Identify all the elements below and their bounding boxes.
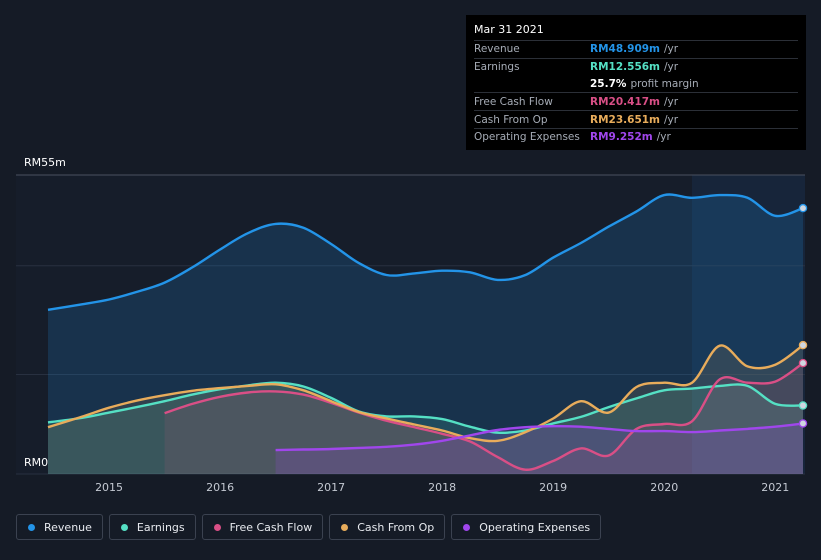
cash-from-op-end-marker [798,340,808,350]
tooltip-row: Cash From Op RM23.651m/yr [474,110,798,128]
x-tick-label: 2017 [317,481,345,494]
tooltip-row-label: Cash From Op [474,113,548,126]
x-tick-label: 2019 [539,481,567,494]
tooltip-row-unit: /yr [656,131,671,144]
tooltip-date: Mar 31 2021 [474,23,544,36]
legend-label: Free Cash Flow [229,520,313,534]
cash-from-op-area [48,345,803,474]
tooltip-row: Operating Expenses RM9.252m/yr [474,127,798,146]
tooltip-row: Revenue RM48.909m/yr [474,40,798,58]
legend-label: Cash From Op [357,520,435,534]
tooltip-row-value: RM48.909m [590,43,660,56]
free-cash-flow-end-marker [798,358,808,368]
legend-dot-icon [463,523,471,531]
legend: Revenue Earnings Free Cash Flow Cash From O… [16,514,602,540]
legend-item-operating-expenses[interactable]: Operating Expenses [451,514,602,540]
tooltip-row-label: Operating Expenses [474,131,580,144]
tooltip-row-value: RM12.556m [590,61,660,74]
legend-dot-icon [120,523,128,531]
x-tick-label: 2020 [650,481,678,494]
tooltip-row: 25.7% profit margin [474,76,798,93]
tooltip-row-unit: profit margin [630,77,699,90]
legend-item-cash-from-op[interactable]: Cash From Op [329,514,446,540]
legend-dot-icon [341,523,349,531]
tooltip-row-unit: /yr [664,61,679,74]
earnings-end-marker [798,401,808,410]
chart: 2015 2016 2017 2018 2019 2020 2021 RM55m RM0 [16,156,808,494]
legend-label: Revenue [44,520,92,534]
tooltip-row-value: 25.7% [590,77,627,90]
legend-item-free-cash-flow[interactable]: Free Cash Flow [201,514,324,540]
operating-expenses-line [275,422,804,452]
legend-item-revenue[interactable]: Revenue [16,514,103,540]
revenue-line [47,193,804,311]
tooltip-row-label: Earnings [474,61,520,74]
forecast-highlight [691,175,805,474]
legend-item-earnings[interactable]: Earnings [108,514,196,540]
x-tick-label: 2015 [95,481,123,494]
x-tick-label: 2021 [761,481,789,494]
tooltip-row-unit: /yr [664,43,679,56]
operating-expenses-area [275,423,804,474]
operating-expenses-end-marker [798,419,808,428]
x-tick-label: 2018 [428,481,456,494]
tooltip-row-unit: /yr [664,113,679,126]
tooltip-row-value: RM23.651m [590,113,660,126]
legend-label: Earnings [136,520,185,534]
earnings-line [47,381,804,435]
legend-dot-icon [28,523,35,531]
legend-label: Operating Expenses [479,520,591,534]
tooltip-row: Free Cash Flow RM20.417m/yr [474,92,798,110]
tooltip-row-unit: /yr [664,95,679,108]
tooltip-row-value: RM20.417m [590,95,660,108]
tooltip-row-value: RM9.252m [590,131,653,144]
y-axis-bottom-label: RM0 [24,456,48,469]
cash-from-op-line [47,344,804,443]
free-cash-flow-line [164,362,804,471]
y-axis-top-label: RM55m [24,156,66,169]
legend-dot-icon [213,523,221,531]
x-tick-label: 2016 [206,481,234,494]
tooltip-row-label: Free Cash Flow [474,95,553,108]
revenue-end-marker [798,203,808,213]
free-cash-flow-area [164,363,804,474]
tooltip-row-label: Revenue [474,43,520,56]
data-tooltip: Mar 31 2021 Revenue RM48.909m/yr Earnings R… [466,15,806,150]
tooltip-row: Earnings RM12.556m/yr [474,57,798,76]
